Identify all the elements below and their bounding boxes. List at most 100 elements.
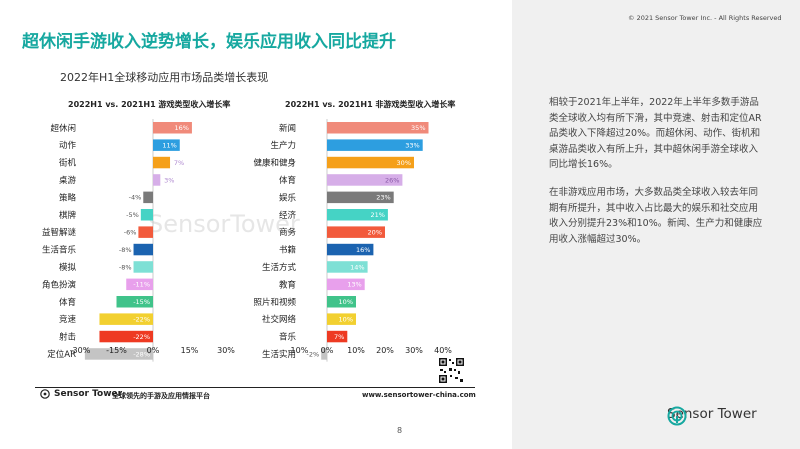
game-bar bbox=[140, 209, 153, 221]
game-bar bbox=[84, 348, 153, 360]
game-value-label: -22% bbox=[133, 333, 150, 341]
game-category-label: 体育 bbox=[59, 297, 76, 308]
app-category-label: 书籍 bbox=[279, 245, 296, 256]
app-tick-label: 40% bbox=[434, 346, 452, 355]
game-chart-title: 2022H1 vs. 2021H1 游戏类型收入增长率 bbox=[68, 100, 231, 109]
app-bar bbox=[327, 313, 356, 325]
app-category-label: 教育 bbox=[279, 279, 296, 290]
game-category-label: 超休闲 bbox=[50, 123, 76, 134]
game-bar bbox=[99, 330, 153, 343]
footer-tagline: 全球领先的手游及应用情报平台 bbox=[112, 392, 210, 400]
growth-charts-svg: 超休闲 16% 动作 11% 街机 7% 桌游 3% 策略 -4% 棋牌 -5% 益智解谜 -6% 生活音乐… bbox=[42, 119, 452, 362]
app-category-label: 生活实用 bbox=[262, 349, 296, 360]
game-category-label: 益智解谜 bbox=[42, 227, 77, 238]
game-bar bbox=[153, 139, 180, 151]
app-bar bbox=[327, 156, 414, 169]
sensortower-logo-icon bbox=[40, 389, 50, 399]
app-category-label: 经济 bbox=[279, 210, 297, 221]
sensortower-logo-icon bbox=[667, 406, 687, 426]
app-value-label: 21% bbox=[370, 211, 384, 219]
app-value-label: 26% bbox=[385, 176, 399, 184]
app-value-label: 30% bbox=[397, 159, 411, 167]
game-value-label: -5% bbox=[126, 211, 139, 219]
game-tick-label: 0% bbox=[147, 346, 160, 355]
app-value-label: -2% bbox=[307, 350, 320, 358]
watermark-text: SensorTower bbox=[148, 210, 300, 238]
qr-code-icon bbox=[438, 357, 465, 384]
game-category-label: 棋牌 bbox=[59, 210, 77, 221]
footer-divider bbox=[35, 387, 475, 388]
game-bar bbox=[143, 191, 153, 204]
game-bar bbox=[153, 156, 171, 169]
game-value-label: -4% bbox=[129, 194, 142, 202]
app-bar bbox=[327, 209, 388, 221]
game-bar bbox=[133, 261, 153, 273]
app-bar bbox=[327, 139, 423, 151]
app-bar bbox=[327, 174, 403, 186]
game-bar bbox=[153, 174, 161, 186]
game-value-label: -28% bbox=[133, 350, 150, 358]
game-category-label: 动作 bbox=[59, 140, 77, 151]
game-tick-label: -15% bbox=[106, 346, 127, 355]
app-value-label: 16% bbox=[356, 246, 370, 254]
summary-paragraph-games: 相较于2021年上半年，2022年上半年多数手游品类全球收入均有所下滑，其中竞速… bbox=[549, 97, 762, 170]
game-category-label: 模拟 bbox=[59, 262, 77, 273]
left-content-area: 超休闲手游收入逆势增长，娱乐应用收入同比提升 2022年H1全球移动应用市场品类… bbox=[22, 32, 476, 435]
app-category-label: 商务 bbox=[279, 227, 297, 238]
app-value-label: 35% bbox=[411, 124, 425, 132]
app-value-label: 10% bbox=[339, 315, 353, 323]
app-value-label: 33% bbox=[405, 141, 419, 149]
game-category-label: 定位AR bbox=[47, 349, 76, 360]
app-category-label: 照片和视频 bbox=[253, 297, 296, 308]
slide-subtitle: 2022年H1全球移动应用市场品类增长表现 bbox=[60, 71, 269, 84]
game-bar bbox=[133, 243, 153, 256]
app-value-label: 23% bbox=[376, 194, 390, 202]
nongame-chart-title: 2022H1 vs. 2021H1 非游戏类型收入增长率 bbox=[285, 100, 456, 109]
app-bar bbox=[327, 122, 429, 134]
app-bar bbox=[327, 191, 394, 204]
game-tick-label: 30% bbox=[217, 346, 235, 355]
app-value-label: 20% bbox=[368, 228, 382, 236]
footer-brand-label: Sensor Tower bbox=[54, 389, 123, 399]
panel-brand-label: Sensor Tower bbox=[667, 406, 757, 422]
game-category-label: 射击 bbox=[59, 332, 76, 343]
app-bar bbox=[327, 261, 368, 273]
app-value-label: 7% bbox=[334, 333, 344, 341]
game-category-label: 街机 bbox=[59, 158, 77, 169]
app-category-label: 体育 bbox=[279, 175, 296, 186]
app-tick-label: 30% bbox=[405, 346, 423, 355]
app-tick-label: 0% bbox=[321, 346, 334, 355]
app-category-label: 健康和健身 bbox=[253, 158, 296, 169]
right-panel bbox=[512, 0, 800, 449]
panel-brand: Sensor Tower bbox=[667, 406, 757, 426]
game-tick-label: 15% bbox=[181, 346, 199, 355]
game-category-label: 竞速 bbox=[59, 314, 77, 325]
game-bar bbox=[138, 226, 153, 238]
game-value-label: -11% bbox=[133, 281, 150, 289]
game-category-label: 策略 bbox=[59, 192, 77, 203]
app-bar bbox=[327, 226, 385, 238]
game-value-label: -8% bbox=[119, 246, 132, 254]
game-value-label: 3% bbox=[164, 176, 174, 184]
game-bar bbox=[126, 278, 153, 291]
app-bar bbox=[321, 348, 327, 360]
app-tick-label: 10% bbox=[347, 346, 365, 355]
app-category-label: 娱乐 bbox=[279, 192, 297, 203]
game-value-label: -22% bbox=[133, 315, 150, 323]
game-category-label: 桌游 bbox=[59, 175, 77, 186]
app-category-label: 音乐 bbox=[279, 332, 297, 343]
game-tick-label: -30% bbox=[70, 346, 91, 355]
footer-url[interactable]: www.sensortower-china.com bbox=[362, 391, 476, 399]
app-value-label: 13% bbox=[347, 281, 361, 289]
game-category-label: 角色扮演 bbox=[42, 279, 77, 290]
app-bar bbox=[327, 278, 365, 291]
game-value-label: 11% bbox=[162, 141, 176, 149]
summary-paragraph-apps: 在非游戏应用市场，大多数品类全球收入较去年同期有所提升，其中收入占比最大的娱乐和… bbox=[549, 187, 763, 245]
app-tick-label: 20% bbox=[376, 346, 394, 355]
game-bar bbox=[99, 313, 153, 325]
slide-title: 超休闲手游收入逆势增长，娱乐应用收入同比提升 bbox=[22, 32, 396, 52]
game-value-label: 7% bbox=[174, 159, 184, 167]
app-category-label: 新闻 bbox=[279, 123, 296, 134]
game-value-label: -15% bbox=[133, 298, 150, 306]
